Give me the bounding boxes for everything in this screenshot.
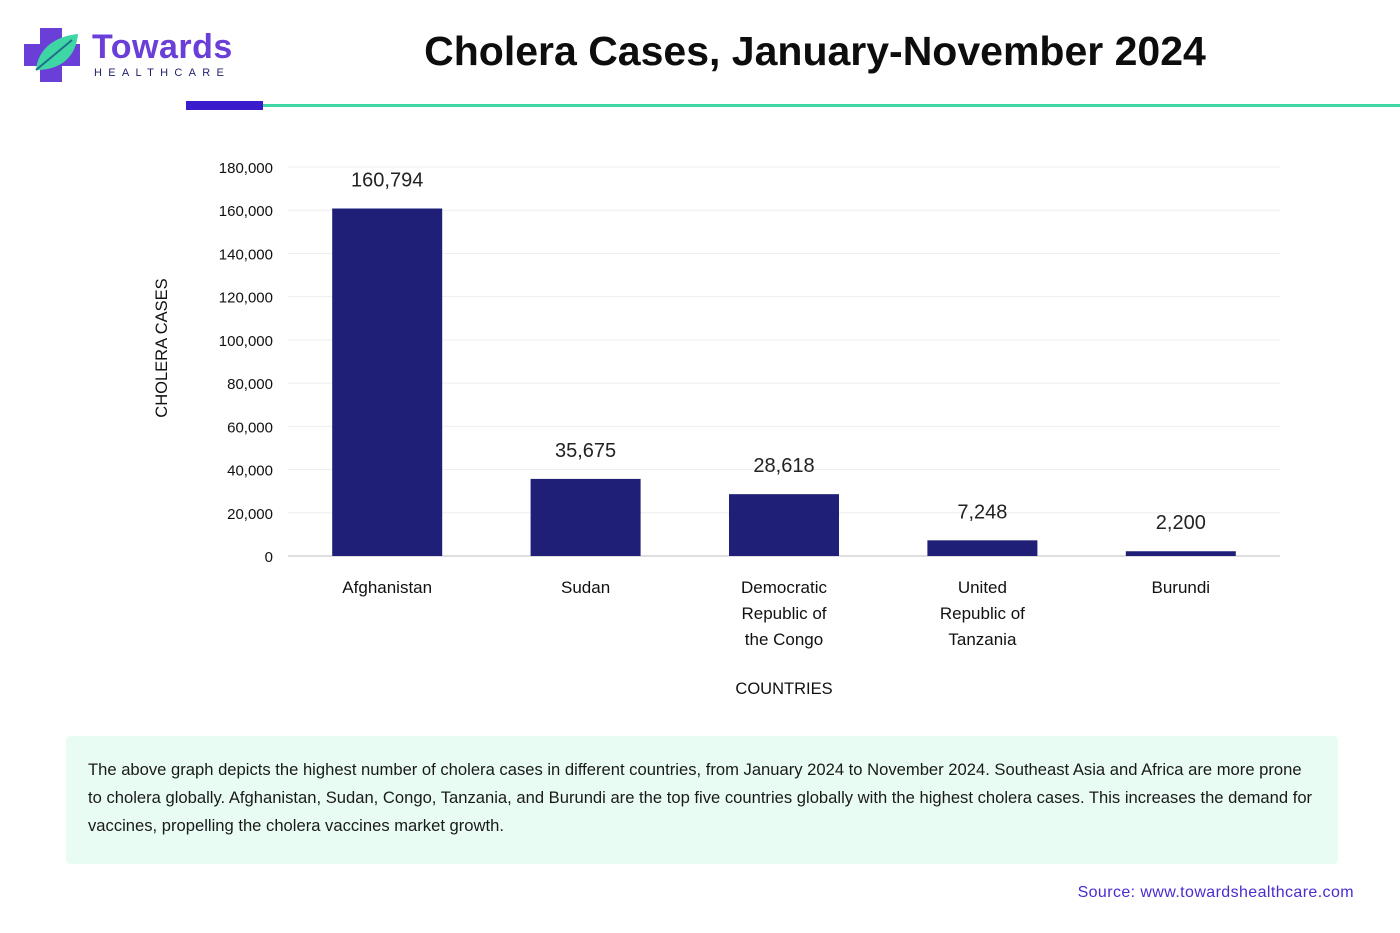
- bar: [1125, 551, 1236, 556]
- data-label: 2,200: [1156, 512, 1206, 534]
- description-text: The above graph depicts the highest numb…: [88, 760, 1313, 835]
- medical-cross-leaf-icon: [24, 28, 80, 82]
- bar: [927, 540, 1038, 556]
- y-tick-label: 60,000: [227, 419, 273, 436]
- x-tick-label: Republic of: [741, 604, 826, 623]
- data-label: 160,794: [351, 170, 423, 192]
- header-divider-accent: [186, 101, 263, 110]
- x-tick-label: the Congo: [745, 630, 823, 649]
- y-tick-label: 20,000: [227, 506, 273, 523]
- y-tick-label: 140,000: [219, 246, 273, 263]
- bar: [530, 478, 641, 556]
- x-tick-label: Afghanistan: [342, 578, 432, 597]
- page-title: Cholera Cases, January-November 2024: [424, 28, 1206, 74]
- x-tick-label: Democratic: [741, 578, 827, 597]
- y-tick-label: 180,000: [219, 160, 273, 177]
- bar: [729, 494, 839, 556]
- y-tick-label: 160,000: [219, 203, 273, 220]
- brand-name: Towards: [92, 28, 233, 66]
- y-tick-label: 40,000: [227, 463, 273, 480]
- brand-subtitle: HEALTHCARE: [94, 67, 231, 79]
- x-tick-label: United: [958, 578, 1007, 597]
- y-tick-label: 100,000: [219, 333, 273, 350]
- y-tick-label: 120,000: [219, 290, 273, 307]
- brand-logo: Towards HEALTHCARE: [22, 24, 252, 86]
- y-tick-label: 0: [265, 549, 273, 566]
- x-axis-title: COUNTRIES: [735, 680, 832, 698]
- x-tick-label: Tanzania: [948, 630, 1017, 649]
- header-divider: [186, 104, 1400, 107]
- x-tick-label: Sudan: [561, 578, 610, 597]
- source-text: Source: www.towardshealthcare.com: [1077, 884, 1354, 901]
- x-tick-label: Republic of: [940, 604, 1025, 623]
- data-label: 28,618: [753, 455, 814, 477]
- data-label: 35,675: [555, 440, 616, 462]
- y-axis-title: CHOLERA CASES: [153, 278, 171, 417]
- x-tick-label: Burundi: [1151, 578, 1210, 597]
- bar-chart: 0 20,000 40,000 60,000 80,000 100,000 120,000 1…: [153, 160, 1280, 698]
- description-box: The above graph depicts the highest numb…: [66, 736, 1338, 864]
- bar: [332, 208, 443, 557]
- y-tick-label: 80,000: [227, 376, 273, 393]
- data-label: 7,248: [957, 501, 1007, 523]
